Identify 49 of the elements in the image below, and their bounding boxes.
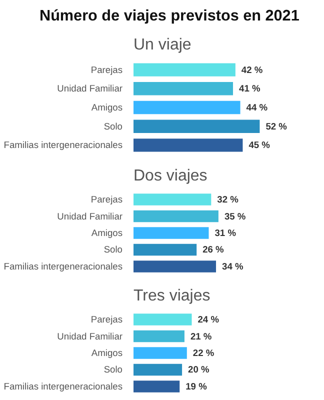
bar [134,120,260,133]
y-tick-label: Parejas [90,314,123,325]
chart-subtitle: Un viaje [134,36,192,54]
bar [134,244,197,256]
y-tick-label: Familias intergeneracionales [4,140,123,150]
bar [134,194,212,206]
data-label: 41 % [239,84,261,94]
data-label: 34 % [222,261,244,272]
data-label: 31 % [214,228,237,238]
y-tick-label: Amigos [91,348,123,358]
bar [134,260,216,272]
bar [134,227,209,239]
data-label: 24 % [198,314,220,325]
bar [134,364,182,376]
data-label: 52 % [266,121,288,132]
data-label: 19 % [186,381,208,392]
chart-subtitle: Tres viajes [134,288,210,304]
bar [134,380,180,392]
y-tick-label: Amigos [91,102,123,112]
bar [134,330,184,342]
y-tick-label: Solo [104,364,122,375]
bar [134,210,218,222]
y-tick-label: Parejas [90,64,123,75]
chart-subtitle: Dos viajes [134,168,208,184]
bar [134,100,240,114]
y-tick-label: Solo [104,244,122,255]
y-tick-label: Solo [104,121,122,132]
y-tick-label: Familias intergeneracionales [4,261,123,272]
y-tick-label: Familias intergeneracionales [4,381,123,392]
y-tick-label: Unidad Familiar [57,84,123,94]
data-label: 45 % [248,140,271,150]
y-tick-label: Unidad Familiar [57,211,123,222]
data-label: 32 % [217,194,240,205]
bar [134,347,187,359]
bar [134,63,236,76]
data-label: 21 % [190,331,212,342]
bar [134,138,243,152]
data-label: 22 % [192,348,215,358]
data-label: 26 % [202,244,225,255]
bar [134,82,234,96]
data-label: 35 % [224,211,246,222]
y-tick-label: Parejas [90,194,123,205]
data-label: 42 % [241,64,264,75]
y-tick-label: Amigos [91,228,123,238]
bar [134,314,192,326]
chart-title: Número de viajes previstos en 2021 [40,8,300,24]
data-label: 44 % [246,102,268,112]
y-tick-label: Unidad Familiar [57,331,123,342]
data-label: 20 % [188,364,210,375]
